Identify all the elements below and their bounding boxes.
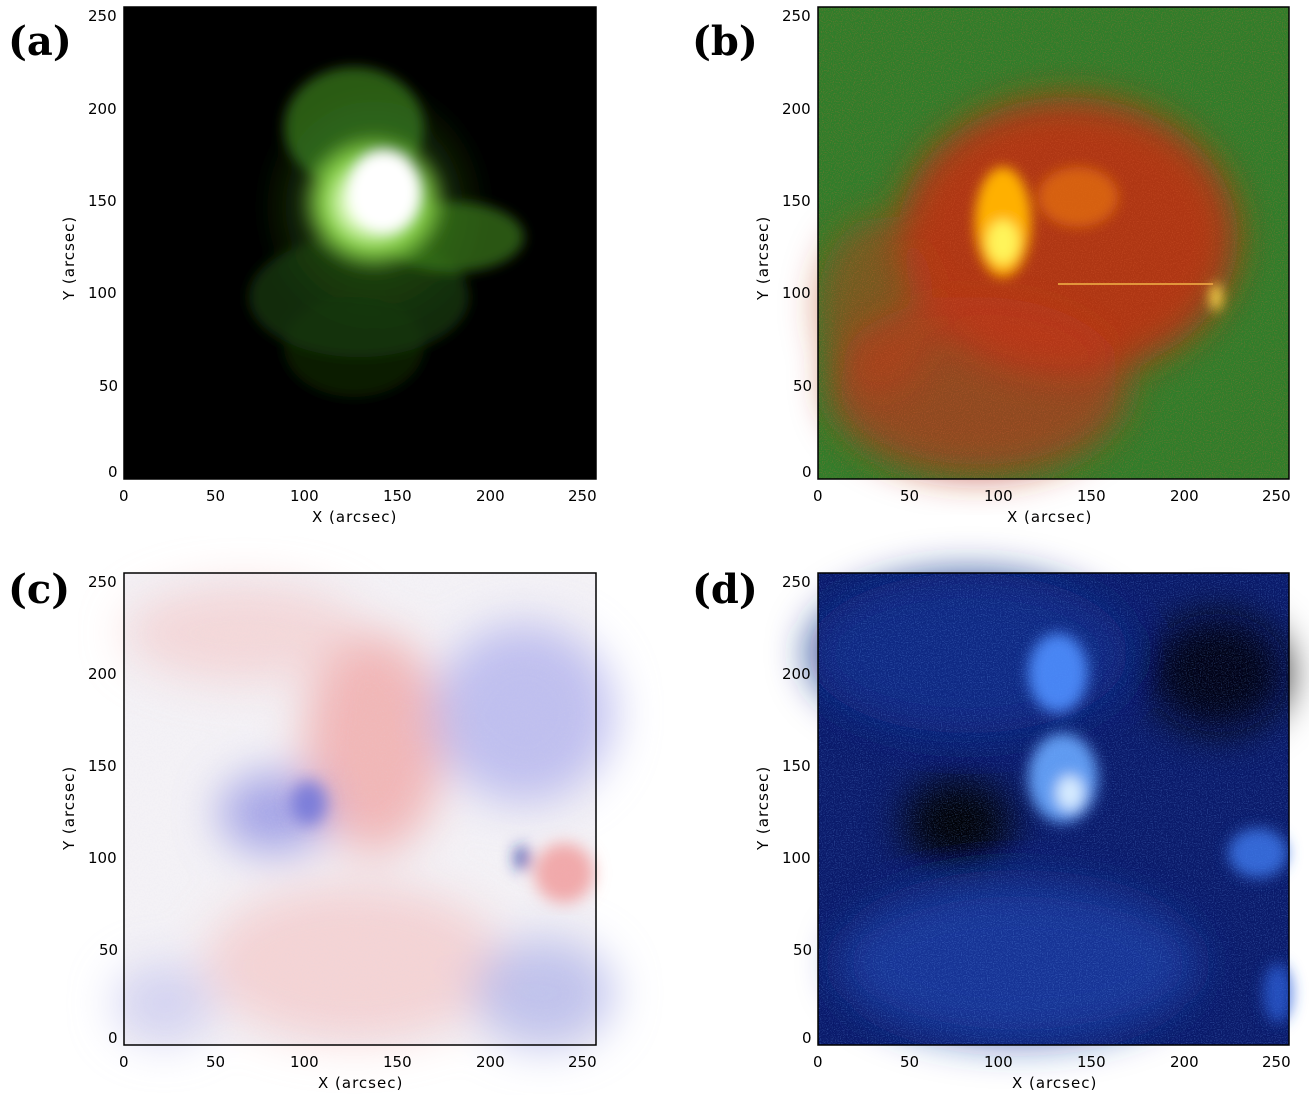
y-tick: 250	[782, 7, 811, 25]
x-axis-label: X (arcsec)	[312, 508, 398, 526]
x-tick: 250	[1262, 1053, 1291, 1071]
y-axis-label: Y (arcsec)	[754, 765, 772, 850]
y-axis-label: Y (arcsec)	[60, 765, 78, 850]
x-tick: 150	[383, 487, 412, 505]
x-axis-label: X (arcsec)	[1007, 508, 1093, 526]
y-tick: 100	[782, 284, 811, 302]
x-tick: 0	[813, 487, 823, 505]
y-tick: 0	[108, 1029, 118, 1047]
x-tick: 250	[568, 487, 597, 505]
x-axis-label: X (arcsec)	[318, 1074, 404, 1092]
x-tick: 100	[984, 487, 1013, 505]
y-tick: 50	[99, 941, 119, 959]
image-plot-c	[114, 572, 614, 1048]
y-axis-label: Y (arcsec)	[754, 215, 772, 300]
x-tick: 150	[1077, 487, 1106, 505]
x-tick: 200	[476, 487, 505, 505]
y-tick: 150	[88, 192, 117, 210]
y-tick: 200	[88, 665, 117, 683]
y-tick: 0	[108, 463, 118, 481]
x-tick: 200	[1170, 1053, 1199, 1071]
x-tick: 0	[813, 1053, 823, 1071]
x-tick: 100	[984, 1053, 1013, 1071]
y-tick: 200	[782, 665, 811, 683]
panel-label: (b)	[692, 18, 758, 65]
panel-label: (a)	[8, 18, 72, 65]
y-tick: 100	[88, 284, 117, 302]
y-tick: 0	[802, 1029, 812, 1047]
x-tick: 50	[900, 1053, 920, 1071]
y-tick: 150	[782, 192, 811, 210]
panel-label: (d)	[692, 566, 758, 613]
x-tick: 100	[290, 1053, 319, 1071]
y-tick: 100	[88, 849, 117, 867]
x-tick: 200	[476, 1053, 505, 1071]
y-tick: 50	[793, 941, 813, 959]
image-plot-d	[808, 572, 1293, 1046]
x-tick: 200	[1170, 487, 1199, 505]
x-tick: 0	[119, 487, 129, 505]
image-plot-a	[123, 6, 597, 480]
y-tick: 250	[88, 573, 117, 591]
y-tick: 250	[782, 573, 811, 591]
y-tick: 250	[88, 7, 117, 25]
x-axis-label: X (arcsec)	[1012, 1074, 1098, 1092]
x-tick: 150	[383, 1053, 412, 1071]
x-tick: 150	[1077, 1053, 1106, 1071]
y-tick: 50	[99, 377, 119, 395]
y-tick: 150	[782, 757, 811, 775]
y-tick: 100	[782, 849, 811, 867]
x-tick: 50	[206, 487, 226, 505]
x-tick: 50	[206, 1053, 226, 1071]
x-tick: 100	[290, 487, 319, 505]
x-tick: 250	[1262, 487, 1291, 505]
y-tick: 50	[793, 377, 813, 395]
y-tick: 200	[782, 100, 811, 118]
image-plot-b	[817, 6, 1290, 480]
y-axis-label: Y (arcsec)	[60, 215, 78, 300]
x-tick: 250	[568, 1053, 597, 1071]
x-tick: 50	[900, 487, 920, 505]
panel-label: (c)	[8, 566, 71, 613]
y-tick: 200	[88, 100, 117, 118]
y-tick: 0	[802, 463, 812, 481]
x-tick: 0	[119, 1053, 129, 1071]
y-tick: 150	[88, 757, 117, 775]
